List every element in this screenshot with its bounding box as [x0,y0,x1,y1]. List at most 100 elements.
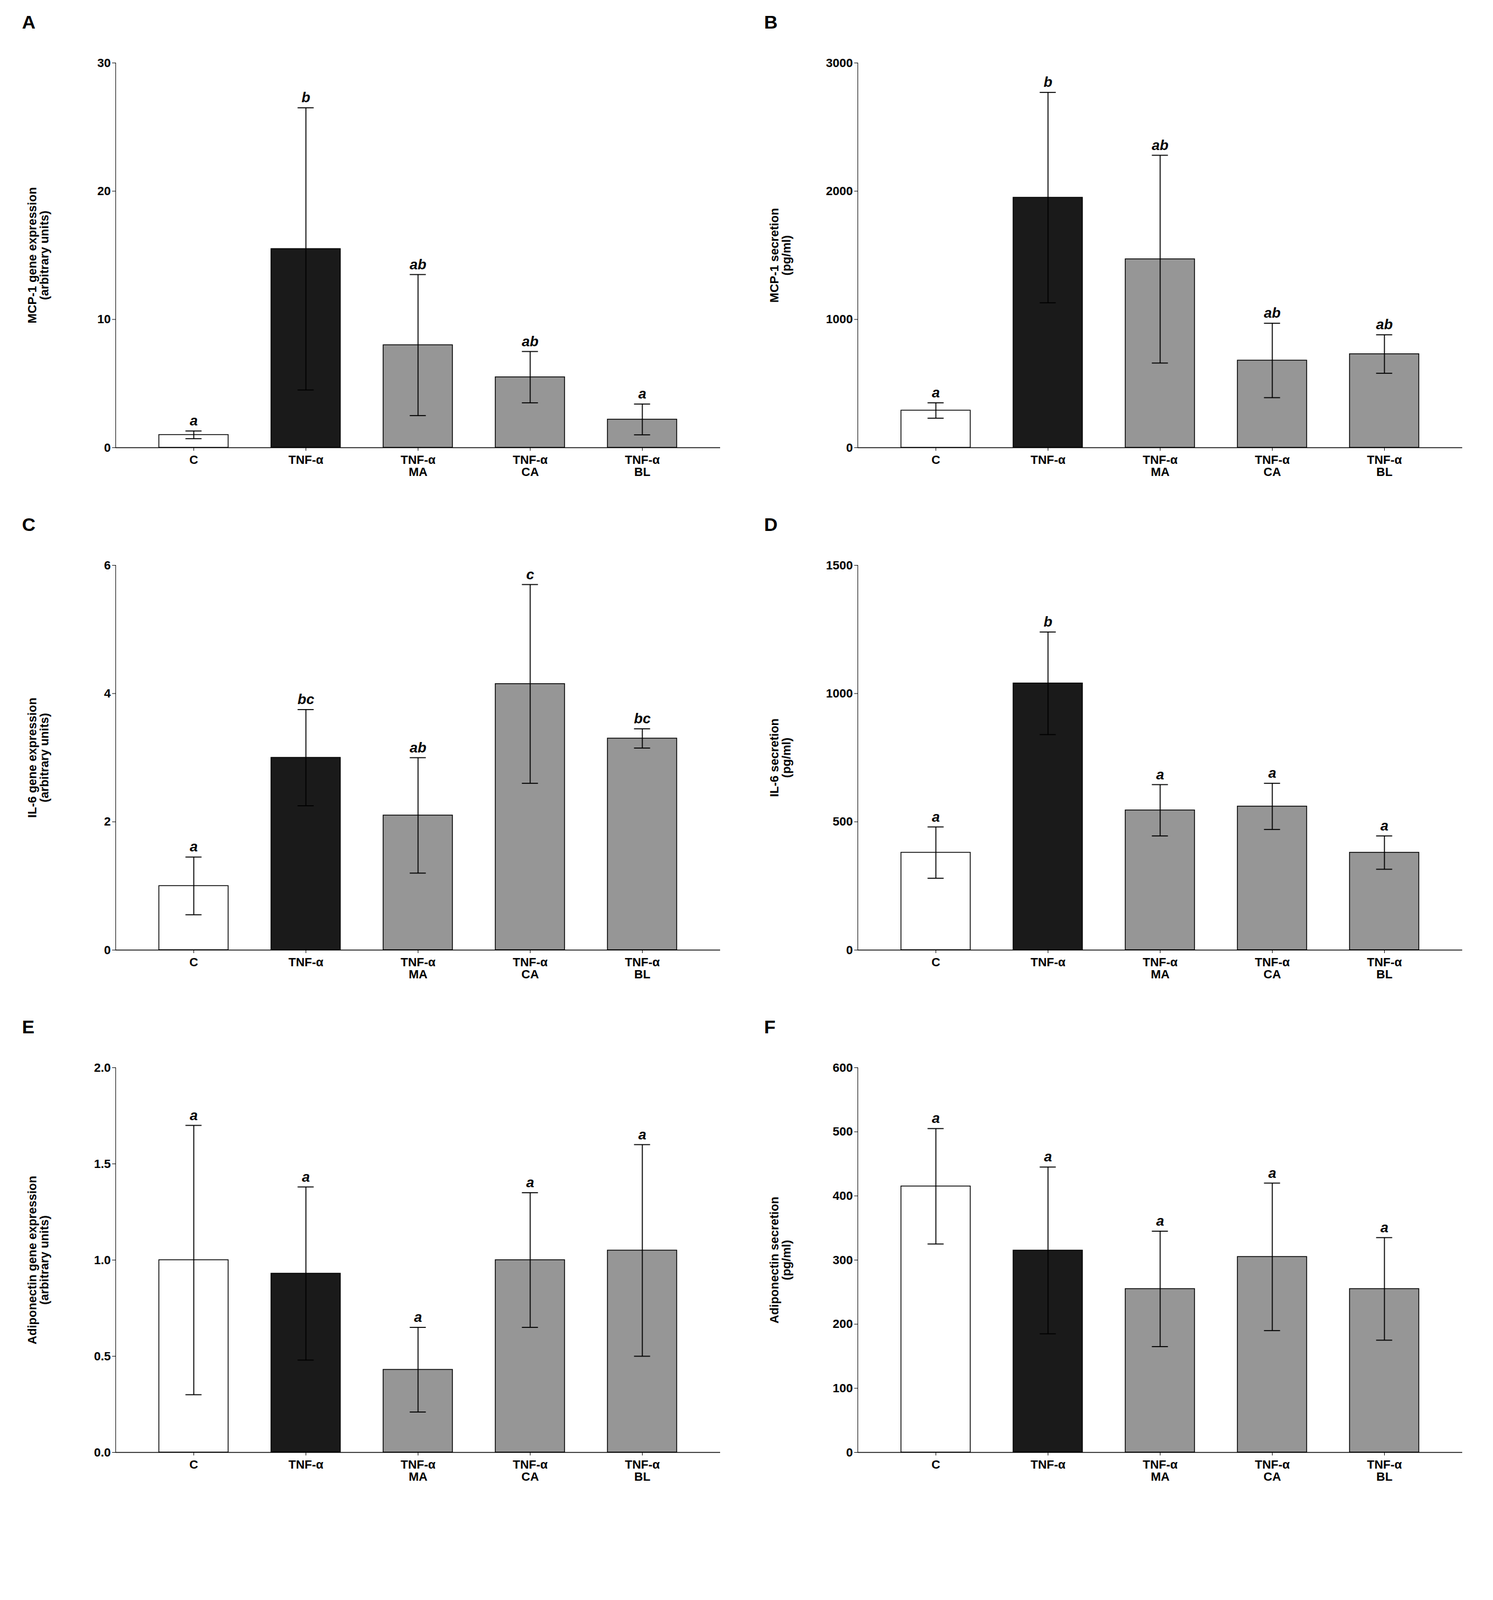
svg-text:TNF-αBL: TNF-αBL [1367,452,1403,479]
svg-text:b: b [1043,73,1053,91]
svg-text:a: a [931,808,940,826]
html-text:D: D [764,513,778,535]
svg-text:a: a [1268,764,1276,782]
svg-text:C: C [189,955,199,970]
svg-text:TNF-αBL: TNF-αBL [625,955,661,982]
svg-text:a: a [189,1107,198,1124]
svg-text:ab: ab [409,739,427,756]
svg-text:TNF-αBL: TNF-αBL [625,452,661,479]
svg-text:ab: ab [1151,136,1169,154]
svg-text:4: 4 [103,686,112,701]
svg-text:b: b [1043,613,1053,630]
svg-text:bc: bc [633,710,651,727]
svg-text:TNF-αBL: TNF-αBL [1367,1457,1403,1484]
svg-text:C: C [189,1457,199,1472]
svg-text:ab: ab [409,256,427,273]
svg-text:MCP-1 gene expression(arbitrar: MCP-1 gene expression(arbitrary units) [25,186,52,324]
svg-text:c: c [526,566,535,583]
svg-text:0: 0 [845,943,853,958]
svg-text:10: 10 [97,312,111,326]
svg-text:a: a [931,1109,940,1127]
svg-text:a: a [1043,1148,1052,1165]
svg-text:6: 6 [103,558,111,573]
svg-text:TNF-α: TNF-α [288,452,324,467]
svg-text:ab: ab [1375,316,1393,333]
svg-text:a: a [1380,1219,1389,1236]
svg-text:600: 600 [832,1060,854,1075]
svg-text:400: 400 [832,1189,854,1203]
svg-text:a: a [1156,1212,1164,1230]
svg-text:a: a [189,412,198,429]
svg-text:1000: 1000 [826,312,854,326]
svg-text:a: a [1268,1164,1276,1182]
svg-text:TNF-αCA: TNF-αCA [512,452,549,479]
svg-text:a: a [931,384,940,401]
svg-text:0.0: 0.0 [93,1445,112,1460]
svg-text:a: a [638,1126,646,1143]
svg-text:C: C [931,452,941,467]
svg-text:C: C [189,452,199,467]
svg-text:TNF-αMA: TNF-αMA [400,955,436,982]
svg-text:TNF-α: TNF-α [288,1457,324,1472]
svg-text:bc: bc [297,690,315,708]
svg-text:1.0: 1.0 [93,1253,112,1268]
svg-text:0: 0 [845,1445,853,1460]
svg-text:a: a [189,838,198,855]
svg-text:a: a [1156,766,1164,783]
svg-text:TNF-αMA: TNF-αMA [400,452,436,479]
svg-text:Adiponectin secretion(pg/ml): Adiponectin secretion(pg/ml) [767,1196,794,1324]
svg-text:TNF-α: TNF-α [1030,1457,1066,1472]
svg-text:TNF-αMA: TNF-αMA [1142,452,1179,479]
svg-text:TNF-αCA: TNF-αCA [1254,955,1291,982]
svg-text:b: b [301,89,311,106]
svg-text:3000: 3000 [826,56,854,70]
svg-text:a: a [638,385,646,402]
svg-text:a: a [413,1308,422,1326]
svg-text:TNF-αMA: TNF-αMA [1142,955,1179,982]
svg-text:2000: 2000 [826,184,854,198]
svg-text:TNF-αBL: TNF-αBL [1367,955,1403,982]
svg-text:IL-6 secretion(pg/ml): IL-6 secretion(pg/ml) [767,718,794,798]
svg-text:300: 300 [832,1253,854,1268]
svg-text:a: a [301,1168,310,1186]
svg-text:0: 0 [845,440,853,455]
svg-text:20: 20 [97,184,111,198]
svg-text:MCP-1 secretion(pg/ml): MCP-1 secretion(pg/ml) [767,207,794,303]
svg-text:0: 0 [103,943,111,958]
svg-text:1.5: 1.5 [93,1157,112,1171]
svg-text:ab: ab [521,333,539,350]
html-text:F: F [764,1016,776,1038]
svg-text:IL-6 gene expression(arbitrary: IL-6 gene expression(arbitrary units) [25,697,52,818]
svg-text:500: 500 [832,814,854,829]
svg-text:0.5: 0.5 [93,1349,112,1364]
svg-text:30: 30 [97,56,111,70]
svg-text:200: 200 [832,1317,854,1331]
svg-text:1500: 1500 [826,558,854,573]
svg-text:TNF-α: TNF-α [1030,452,1066,467]
svg-text:a: a [526,1174,534,1191]
svg-text:TNF-αCA: TNF-αCA [512,955,549,982]
svg-text:TNF-αCA: TNF-αCA [1254,1457,1291,1484]
svg-text:2: 2 [103,814,111,829]
svg-text:100: 100 [832,1381,854,1396]
svg-text:C: C [931,955,941,970]
svg-text:TNF-αCA: TNF-αCA [1254,452,1291,479]
svg-text:0: 0 [103,440,111,455]
svg-text:TNF-αCA: TNF-αCA [512,1457,549,1484]
svg-text:C: C [931,1457,941,1472]
svg-text:Adiponectin gene expression(ar: Adiponectin gene expression(arbitrary un… [25,1175,52,1345]
html-text:C: C [21,513,36,535]
svg-text:TNF-αBL: TNF-αBL [625,1457,661,1484]
svg-text:a: a [1380,817,1389,834]
svg-text:ab: ab [1263,304,1281,322]
svg-text:500: 500 [832,1124,854,1139]
svg-text:TNF-αMA: TNF-αMA [400,1457,436,1484]
html-text:A: A [21,11,36,33]
svg-text:TNF-α: TNF-α [288,955,324,970]
svg-text:TNF-αMA: TNF-αMA [1142,1457,1179,1484]
svg-text:1000: 1000 [826,686,854,701]
svg-text:2.0: 2.0 [93,1060,112,1075]
svg-text:TNF-α: TNF-α [1030,955,1066,970]
html-text:B: B [764,11,778,33]
html-text:E: E [21,1016,35,1038]
